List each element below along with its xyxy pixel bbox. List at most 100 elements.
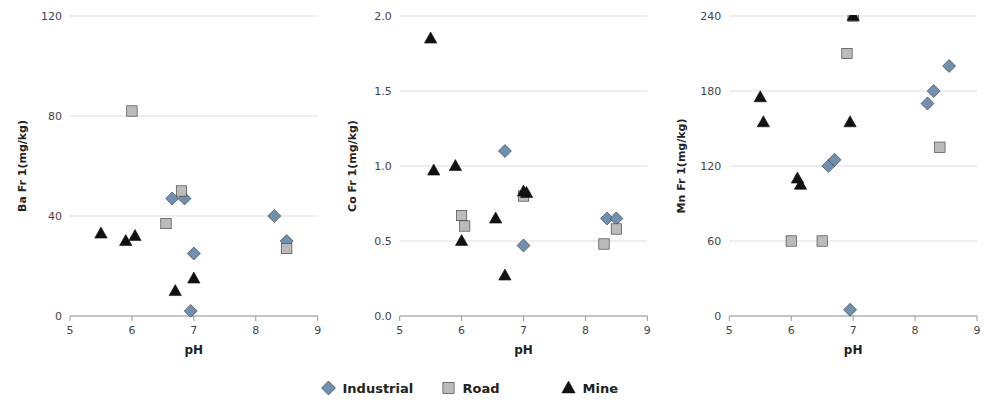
point <box>844 303 857 316</box>
legend-item: Mine <box>562 381 618 396</box>
legend-marker <box>562 381 575 393</box>
point <box>842 48 852 58</box>
point <box>828 153 841 166</box>
y-axis-label: Ba Fr 1(mg/kg) <box>16 120 29 212</box>
panel: 0.00.51.01.52.056789pHCo Fr 1(mg/kg) <box>346 10 651 357</box>
y-tick-label: 0.0 <box>374 310 392 323</box>
point <box>847 15 859 21</box>
legend-marker <box>322 381 336 395</box>
point <box>610 212 623 225</box>
point <box>794 178 806 189</box>
x-tick <box>791 316 792 321</box>
point <box>754 91 766 102</box>
x-tick-label: 7 <box>520 324 527 337</box>
x-tick-label: 5 <box>67 324 74 337</box>
legend-label: Industrial <box>343 381 414 396</box>
x-axis-label: pH <box>185 343 204 357</box>
series <box>424 32 532 280</box>
point <box>455 235 467 246</box>
point <box>127 106 137 116</box>
point <box>268 210 281 223</box>
y-tick-label: 80 <box>48 110 62 123</box>
point <box>95 227 107 238</box>
grid-line <box>400 16 648 17</box>
grid-line <box>729 241 977 242</box>
point <box>517 239 530 252</box>
point <box>456 210 466 220</box>
x-tick-label: 6 <box>458 324 465 337</box>
legend: Industrial Road Mine <box>322 381 619 396</box>
series <box>127 106 292 254</box>
y-tick-label: 2.0 <box>374 10 392 23</box>
x-tick <box>131 316 132 321</box>
series <box>456 191 621 249</box>
point <box>169 285 181 296</box>
legend-label: Mine <box>583 381 619 396</box>
point <box>161 218 171 228</box>
point <box>489 212 501 223</box>
legend-item: Industrial <box>322 381 414 396</box>
panel: 06012018024056789pHMn Fr 1(mg/kg) <box>675 10 980 358</box>
point <box>424 32 436 43</box>
grid-line <box>70 16 318 17</box>
grid-line <box>400 166 648 167</box>
x-tick-label: 6 <box>128 324 135 337</box>
point <box>757 116 769 127</box>
grid-line <box>400 91 648 92</box>
x-tick-label: 8 <box>912 324 919 337</box>
y-tick-label: 0.5 <box>374 235 392 248</box>
point <box>129 230 141 241</box>
x-tick <box>399 316 400 321</box>
x-tick-label: 8 <box>582 324 589 337</box>
grid-line <box>729 166 977 167</box>
point <box>943 60 956 73</box>
point <box>176 186 186 196</box>
x-tick <box>70 316 71 321</box>
x-tick-label: 7 <box>190 324 197 337</box>
x-tick <box>915 316 916 321</box>
point <box>499 269 511 280</box>
x-tick-label: 6 <box>788 324 795 337</box>
panel: 0408012056789pHBa Fr 1(mg/kg) <box>16 10 321 357</box>
x-tick-label: 5 <box>396 324 403 337</box>
y-tick-label: 0 <box>55 310 62 323</box>
series <box>754 15 859 189</box>
grid-line <box>70 116 318 117</box>
point <box>520 187 532 198</box>
x-tick <box>853 316 854 321</box>
y-axis-label: Co Fr 1(mg/kg) <box>346 120 359 212</box>
x-tick <box>647 316 648 321</box>
x-tick-label: 9 <box>974 324 981 337</box>
x-tick <box>461 316 462 321</box>
point <box>786 236 796 246</box>
plot-area <box>424 32 622 280</box>
point <box>844 116 856 127</box>
x-axis-label: pH <box>514 343 533 357</box>
series <box>498 145 622 253</box>
x-tick-label: 8 <box>252 324 259 337</box>
series <box>822 60 956 317</box>
figure: 0408012056789pHBa Fr 1(mg/kg)0.00.51.01.… <box>0 0 997 411</box>
y-tick-label: 180 <box>700 85 721 98</box>
legend-item: Road <box>443 381 500 396</box>
x-tick <box>977 316 978 321</box>
point <box>449 160 461 171</box>
x-tick <box>317 316 318 321</box>
legend-marker <box>443 382 454 393</box>
x-tick <box>585 316 586 321</box>
point <box>188 272 200 283</box>
x-tick <box>255 316 256 321</box>
point <box>498 145 511 158</box>
y-tick-label: 1.0 <box>374 160 392 173</box>
point <box>927 85 940 98</box>
y-axis-label: Mn Fr 1(mg/kg) <box>675 119 688 214</box>
x-tick <box>729 316 730 321</box>
x-tick-label: 9 <box>644 324 651 337</box>
y-tick-label: 120 <box>41 10 62 23</box>
point <box>599 239 609 249</box>
y-tick-label: 60 <box>707 235 721 248</box>
point <box>611 224 621 234</box>
x-tick <box>523 316 524 321</box>
x-tick-label: 5 <box>726 324 733 337</box>
point <box>184 305 197 318</box>
